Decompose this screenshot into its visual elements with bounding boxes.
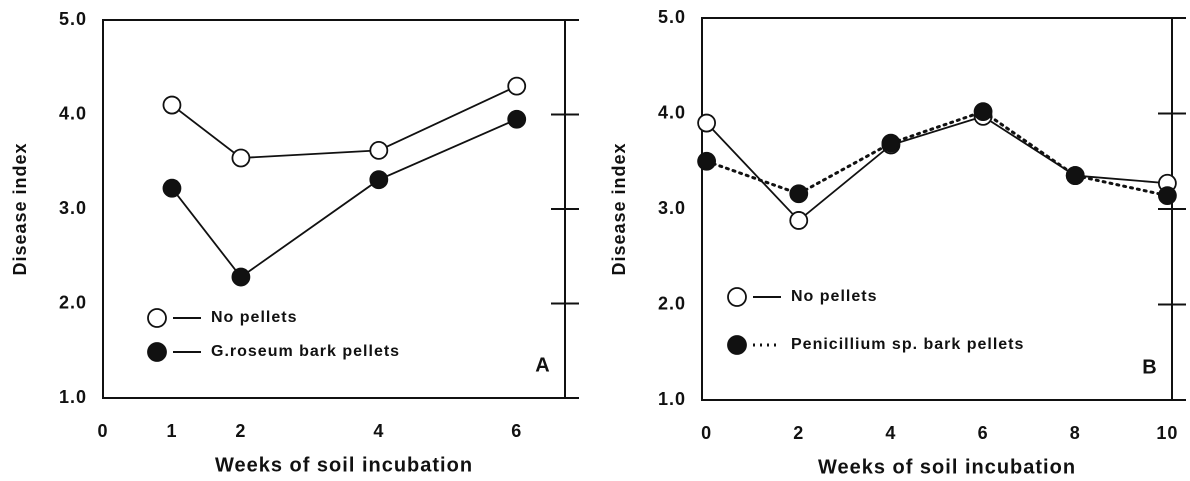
- y-tick-label: 1.0: [59, 387, 87, 407]
- legend-marker: [147, 342, 167, 362]
- data-point: [1065, 166, 1085, 185]
- y-axis-label: Disease index: [609, 142, 629, 275]
- x-tick-label: 4: [885, 423, 896, 443]
- data-point: [162, 178, 182, 198]
- legend-marker: [147, 308, 167, 328]
- data-point: [369, 141, 389, 160]
- y-tick-label: 3.0: [59, 198, 87, 218]
- data-point: [789, 211, 809, 230]
- legend-label: No pellets: [211, 309, 297, 326]
- x-tick-label: 2: [235, 421, 246, 441]
- data-point: [697, 113, 717, 133]
- x-tick-label: 10: [1156, 423, 1178, 443]
- data-point: [231, 267, 251, 287]
- series-line: [705, 115, 1169, 222]
- y-tick-label: 2.0: [59, 292, 87, 312]
- series-line: [705, 109, 1169, 198]
- y-tick-label: 3.0: [658, 198, 686, 218]
- y-tick-label: 2.0: [658, 293, 686, 313]
- x-tick-label: 0: [97, 421, 108, 441]
- legend-marker: [727, 335, 747, 355]
- x-tick-label: 1: [166, 421, 177, 441]
- data-point: [697, 151, 717, 171]
- x-tick-label: 8: [1070, 423, 1081, 443]
- data-point: [1157, 186, 1177, 206]
- data-point: [507, 76, 527, 96]
- y-tick-label: 5.0: [59, 9, 87, 29]
- x-tick-label: 4: [373, 421, 384, 441]
- x-axis-label: Weeks of soil incubation: [215, 454, 473, 476]
- panel-label: B: [1142, 356, 1157, 378]
- data-point: [789, 184, 809, 204]
- y-axis-label: Disease index: [10, 142, 30, 275]
- x-tick-label: 2: [793, 423, 804, 443]
- plot-frame: [102, 19, 566, 399]
- data-point: [973, 102, 993, 121]
- data-point: [881, 133, 901, 153]
- x-axis-label: Weeks of soil incubation: [818, 456, 1076, 478]
- data-point: [507, 109, 527, 129]
- x-tick-label: 6: [511, 421, 522, 441]
- x-tick-label: 6: [978, 423, 989, 443]
- data-point: [162, 95, 182, 115]
- y-tick-label: 4.0: [658, 102, 686, 122]
- legend-label: Penicillium sp. bark pellets: [791, 336, 1024, 353]
- legend-label: No pellets: [791, 288, 877, 305]
- panel-label: A: [535, 354, 550, 376]
- y-tick-label: 4.0: [59, 103, 87, 123]
- legend-marker: [727, 287, 747, 307]
- x-tick-label: 0: [701, 423, 712, 443]
- series-line: [171, 118, 518, 279]
- y-tick-label: 5.0: [658, 7, 686, 27]
- legend-label: G.roseum bark pellets: [211, 343, 400, 360]
- data-point: [369, 170, 389, 190]
- series-line: [171, 85, 518, 159]
- y-tick-label: 1.0: [658, 389, 686, 409]
- data-point: [231, 148, 251, 168]
